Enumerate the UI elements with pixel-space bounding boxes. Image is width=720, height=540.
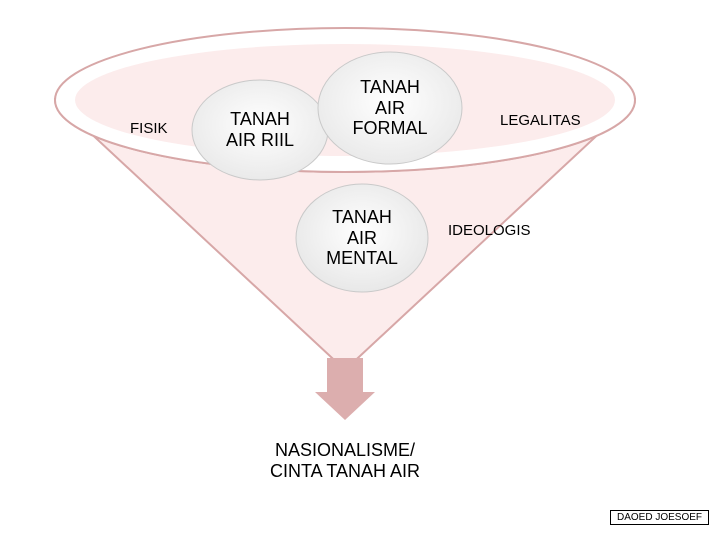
bubble-tanah-air-formal: TANAHAIRFORMAL <box>318 52 462 164</box>
bubble-tanah-air-riil: TANAHAIR RIIL <box>192 80 328 180</box>
label-ideologis: IDEOLOGIS <box>448 222 531 239</box>
author-credit: DAOED JOESOEF <box>610 510 709 525</box>
bubble-formal-label: TANAHAIRFORMAL <box>352 77 427 139</box>
diagram-stage: TANAHAIR RIIL TANAHAIRFORMAL TANAHAIRMEN… <box>0 0 720 540</box>
bottom-caption: NASIONALISME/ CINTA TANAH AIR <box>225 440 465 482</box>
bottom-caption-line2: CINTA TANAH AIR <box>225 461 465 482</box>
label-fisik: FISIK <box>130 120 168 137</box>
bubble-tanah-air-mental: TANAHAIRMENTAL <box>296 184 428 292</box>
bubble-mental-label: TANAHAIRMENTAL <box>326 207 398 269</box>
bubble-riil-label: TANAHAIR RIIL <box>226 109 294 150</box>
label-legalitas: LEGALITAS <box>500 112 581 129</box>
bottom-caption-line1: NASIONALISME/ <box>225 440 465 461</box>
